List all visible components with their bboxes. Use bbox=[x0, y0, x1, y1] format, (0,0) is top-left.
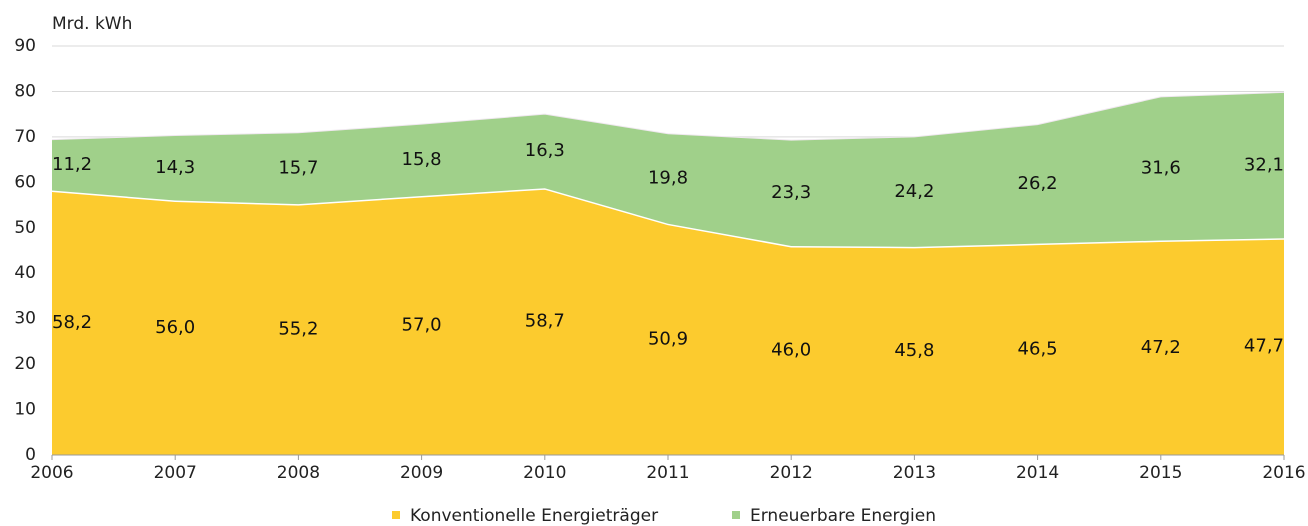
y-tick-label: 30 bbox=[14, 309, 36, 329]
value-label: 46,0 bbox=[771, 339, 811, 360]
value-label: 32,1 bbox=[1244, 154, 1284, 175]
value-label: 24,2 bbox=[894, 181, 934, 202]
value-label: 31,6 bbox=[1141, 158, 1181, 179]
legend-swatch bbox=[732, 511, 740, 519]
area bbox=[52, 188, 1284, 456]
value-label: 58,2 bbox=[52, 312, 92, 333]
value-label: 58,7 bbox=[525, 311, 565, 332]
value-label: 11,2 bbox=[52, 154, 92, 175]
area-edge bbox=[51, 91, 1285, 141]
legend-swatch bbox=[392, 511, 400, 519]
x-tick-label: 2006 bbox=[30, 463, 73, 483]
x-tick-label: 2010 bbox=[523, 463, 566, 483]
value-label: 23,3 bbox=[771, 182, 811, 203]
y-tick-label: 20 bbox=[14, 354, 36, 374]
x-tick-label: 2012 bbox=[770, 463, 813, 483]
x-tick-label: 2016 bbox=[1262, 463, 1305, 483]
x-tick-label: 2013 bbox=[893, 463, 936, 483]
value-label: 15,8 bbox=[402, 149, 442, 170]
x-tick-label: 2008 bbox=[277, 463, 320, 483]
legend-label: Konventionelle Energieträger bbox=[410, 506, 658, 526]
value-label: 57,0 bbox=[402, 314, 442, 335]
value-label: 47,7 bbox=[1244, 336, 1284, 357]
value-label: 16,3 bbox=[525, 140, 565, 161]
y-tick-label: 40 bbox=[14, 263, 36, 283]
y-tick-label: 90 bbox=[14, 36, 36, 56]
x-tick-label: 2014 bbox=[1016, 463, 1059, 483]
y-tick-label: 0 bbox=[25, 445, 36, 465]
value-label: 55,2 bbox=[278, 319, 318, 340]
x-tick-label: 2009 bbox=[400, 463, 443, 483]
x-tick-label: 2011 bbox=[646, 463, 689, 483]
y-tick-label: 80 bbox=[14, 81, 36, 101]
value-label: 56,0 bbox=[155, 317, 195, 338]
x-tick-label: 2015 bbox=[1139, 463, 1182, 483]
x-tick-label: 2007 bbox=[154, 463, 197, 483]
value-label: 19,8 bbox=[648, 168, 688, 189]
value-label: 45,8 bbox=[894, 340, 934, 361]
value-label: 26,2 bbox=[1018, 173, 1058, 194]
y-tick-label: 70 bbox=[14, 127, 36, 147]
value-label: 15,7 bbox=[278, 157, 318, 178]
y-tick-label: 10 bbox=[14, 400, 36, 420]
value-label: 47,2 bbox=[1141, 337, 1181, 358]
value-label: 46,5 bbox=[1018, 338, 1058, 359]
y-tick-label: 60 bbox=[14, 172, 36, 192]
value-label: 50,9 bbox=[648, 328, 688, 349]
y-axis-label: Mrd. kWh bbox=[52, 14, 132, 34]
y-tick-label: 50 bbox=[14, 218, 36, 238]
legend-label: Erneuerbare Energien bbox=[750, 506, 936, 526]
value-label: 14,3 bbox=[155, 157, 195, 178]
